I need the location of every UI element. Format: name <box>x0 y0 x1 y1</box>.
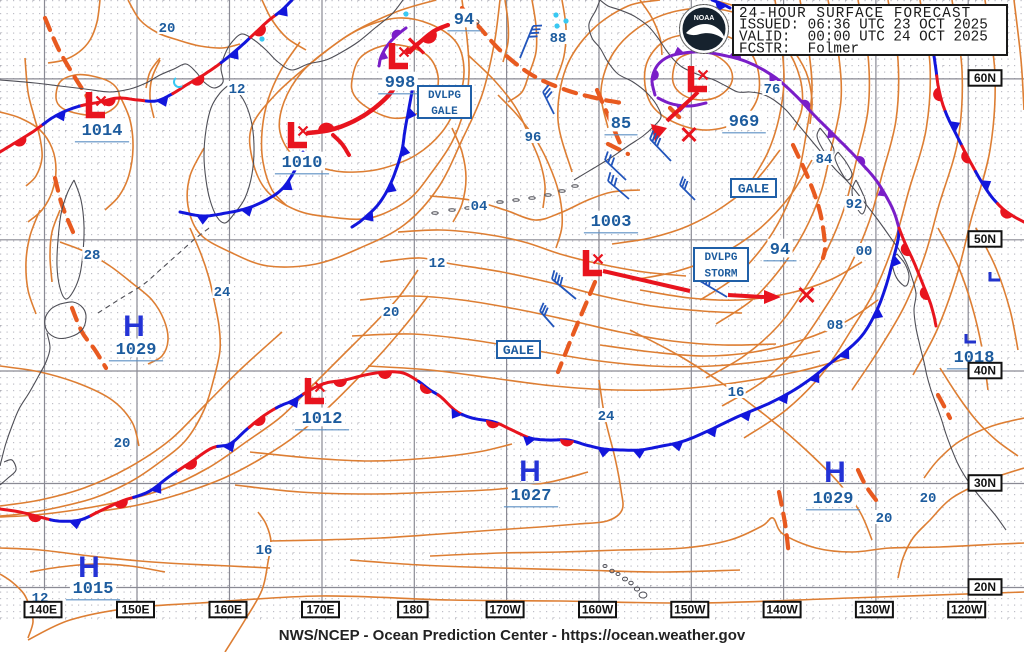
svg-text:28: 28 <box>84 248 101 264</box>
svg-text:20: 20 <box>920 491 937 507</box>
svg-text:50N: 50N <box>974 232 996 246</box>
svg-text:160E: 160E <box>214 603 242 617</box>
svg-text:170W: 170W <box>489 603 521 617</box>
svg-text:96: 96 <box>525 130 542 146</box>
svg-text:H: H <box>78 551 100 584</box>
svg-text:130W: 130W <box>859 603 891 617</box>
svg-text:16: 16 <box>728 385 745 401</box>
svg-text:H: H <box>824 456 846 489</box>
svg-text:30N: 30N <box>974 476 996 490</box>
svg-text:NOAA: NOAA <box>694 15 715 22</box>
svg-text:STORM: STORM <box>704 269 737 281</box>
svg-text:140E: 140E <box>29 603 57 617</box>
svg-text:1015: 1015 <box>73 580 114 599</box>
svg-text:969: 969 <box>729 113 760 132</box>
svg-text:24-HOUR SURFACE FORECAST: 24-HOUR SURFACE FORECAST <box>739 6 971 22</box>
svg-text:120W: 120W <box>951 603 983 617</box>
svg-text:FCSTR: Folmer: FCSTR: Folmer <box>739 42 859 58</box>
svg-text:1014: 1014 <box>82 122 123 141</box>
svg-text:16: 16 <box>256 543 273 559</box>
svg-text:20: 20 <box>114 436 131 452</box>
svg-text:1010: 1010 <box>282 154 323 173</box>
svg-text:84: 84 <box>816 152 833 168</box>
svg-text:94: 94 <box>454 11 474 30</box>
svg-text:150W: 150W <box>674 603 706 617</box>
svg-text:140W: 140W <box>766 603 798 617</box>
svg-text:DVLPG: DVLPG <box>428 90 461 102</box>
svg-text:12: 12 <box>229 82 246 98</box>
svg-text:00: 00 <box>856 244 873 260</box>
svg-text:180: 180 <box>403 603 423 617</box>
svg-text:998: 998 <box>385 74 416 93</box>
svg-text:1029: 1029 <box>116 341 157 360</box>
svg-text:40N: 40N <box>974 364 996 378</box>
svg-text:NWS/NCEP - Ocean Prediction Ce: NWS/NCEP - Ocean Prediction Center - htt… <box>279 627 746 644</box>
svg-text:24: 24 <box>598 409 615 425</box>
svg-text:GALE: GALE <box>503 343 534 358</box>
svg-text:GALE: GALE <box>431 106 458 118</box>
svg-text:1003: 1003 <box>591 213 632 232</box>
svg-text:60N: 60N <box>974 71 996 85</box>
svg-text:170E: 170E <box>306 603 334 617</box>
svg-text:12: 12 <box>429 256 446 272</box>
svg-text:1012: 1012 <box>302 410 343 429</box>
svg-text:04: 04 <box>471 199 488 215</box>
svg-text:20: 20 <box>383 305 400 321</box>
svg-text:88: 88 <box>550 31 567 47</box>
svg-text:H: H <box>519 455 541 488</box>
svg-text:20: 20 <box>159 21 176 37</box>
svg-text:ISSUED: 06:36 UTC 23 OCT 2025: ISSUED: 06:36 UTC 23 OCT 2025 <box>739 18 988 34</box>
svg-text:1029: 1029 <box>813 490 854 509</box>
svg-text:24: 24 <box>214 285 231 301</box>
svg-text:H: H <box>123 310 145 343</box>
svg-text:94: 94 <box>770 241 790 260</box>
svg-text:160W: 160W <box>582 603 614 617</box>
svg-text:DVLPG: DVLPG <box>704 252 737 264</box>
svg-text:20: 20 <box>876 511 893 527</box>
svg-text:76: 76 <box>764 82 781 98</box>
svg-text:GALE: GALE <box>738 182 769 197</box>
svg-text:08: 08 <box>827 318 844 334</box>
svg-text:92: 92 <box>846 197 863 213</box>
svg-text:1027: 1027 <box>511 487 552 506</box>
svg-text:20N: 20N <box>974 580 996 594</box>
svg-text:85: 85 <box>611 115 631 134</box>
svg-text:150E: 150E <box>121 603 149 617</box>
svg-text:VALID: 00:00 UTC 24 OCT 2025: VALID: 00:00 UTC 24 OCT 2025 <box>739 30 988 46</box>
